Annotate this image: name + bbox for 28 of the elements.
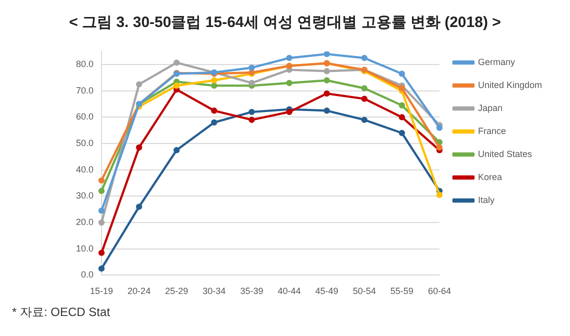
legend-label: Italy bbox=[478, 194, 495, 205]
x-tick-label: 30-34 bbox=[202, 286, 226, 296]
legend-label: United States bbox=[478, 148, 532, 159]
x-tick-label: 15-19 bbox=[90, 286, 114, 296]
x-tick-label: 40-44 bbox=[278, 286, 301, 296]
y-tick-label: 0.0 bbox=[81, 270, 94, 280]
x-tick-label: 50-54 bbox=[352, 286, 376, 296]
legend-label: France bbox=[478, 126, 506, 136]
y-tick-label: 80.0 bbox=[76, 59, 94, 70]
x-tick-label: 35-39 bbox=[240, 286, 264, 296]
legend-label: Japan bbox=[478, 102, 502, 113]
chart-title: < 그림 3. 30-50클럽 15-64세 여성 연령대별 고용률 변화 (2018) > bbox=[68, 13, 502, 33]
legend-label: Germany bbox=[478, 56, 516, 67]
legend-label: Korea bbox=[478, 172, 502, 182]
y-tick-label: 30.0 bbox=[76, 190, 94, 201]
y-tick-label: 10.0 bbox=[76, 243, 94, 254]
y-tick-label: 40.0 bbox=[76, 164, 94, 174]
x-tick-label: 25-29 bbox=[165, 286, 188, 296]
x-tick-label: 20-24 bbox=[128, 286, 151, 296]
x-tick-label: 55-59 bbox=[390, 286, 414, 296]
legend-label: United Kingdom bbox=[478, 80, 542, 90]
y-tick-label: 50.0 bbox=[76, 138, 94, 148]
y-tick-label: 60.0 bbox=[76, 112, 94, 122]
text: * 자료: OECD Stat bbox=[12, 304, 112, 321]
y-tick-label: 20.0 bbox=[76, 217, 94, 228]
y-tick-label: 70.0 bbox=[76, 85, 94, 96]
x-tick-label: 60-64 bbox=[428, 286, 451, 296]
x-tick-label: 45-49 bbox=[315, 286, 338, 296]
